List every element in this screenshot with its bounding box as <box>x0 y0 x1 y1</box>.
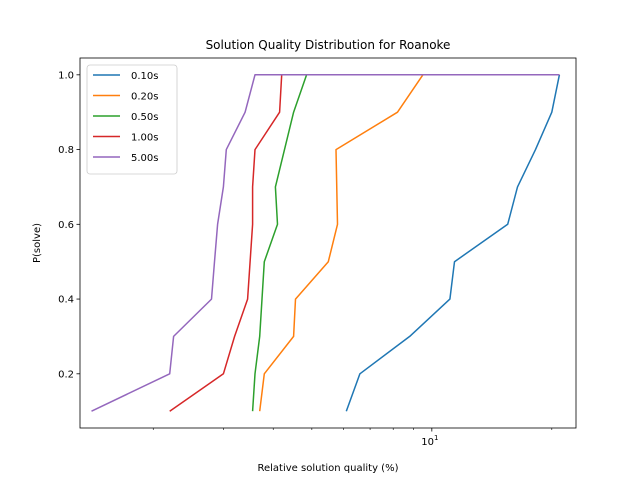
y-axis-label: P(solve) <box>32 223 43 263</box>
legend: 0.10s 0.20s 0.50s 1.00s 5.00s <box>86 64 178 175</box>
y-tick-label: 1.0 <box>58 70 74 81</box>
series-line-2 <box>251 74 560 412</box>
series-layer <box>91 74 561 412</box>
y-axis: 0.2 0.4 0.6 0.8 1.0 <box>58 70 80 380</box>
legend-item-label: 0.10s <box>131 71 158 82</box>
legend-item-label: 0.20s <box>131 92 158 103</box>
legend-item-label: 5.00s <box>131 153 158 164</box>
legend-item-label: 1.00s <box>131 133 158 144</box>
series-line-1 <box>258 74 560 412</box>
legend-box <box>86 64 178 175</box>
series-line-3 <box>169 74 560 412</box>
y-tick-label: 0.4 <box>58 295 74 306</box>
plot-frame <box>79 57 577 429</box>
x-axis-label: Relative solution quality (%) <box>258 463 399 474</box>
y-tick-label: 0.6 <box>58 220 74 231</box>
series-line-4 <box>91 74 560 412</box>
y-tick-label: 0.2 <box>58 369 74 380</box>
chart-title: Solution Quality Distribution for Roanok… <box>206 38 451 52</box>
y-tick-label: 0.8 <box>58 145 74 156</box>
legend-item-label: 0.50s <box>131 112 158 123</box>
series-line-0 <box>345 74 561 412</box>
